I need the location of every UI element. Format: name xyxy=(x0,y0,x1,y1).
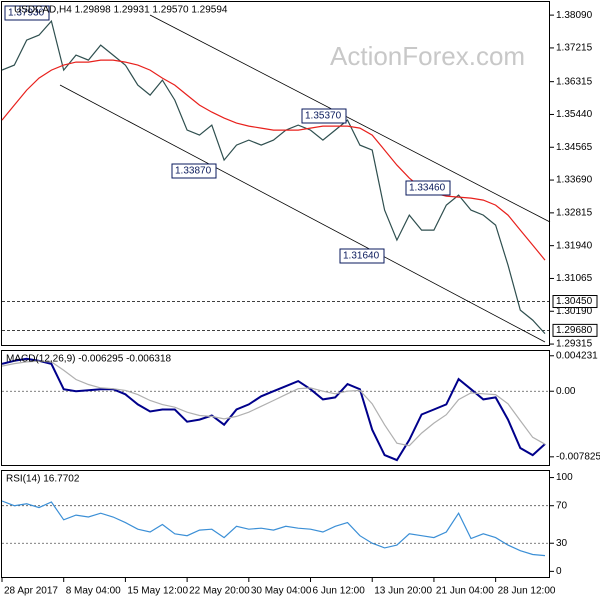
y-tick-label: 1.31940 xyxy=(556,240,593,251)
annotation: 1.37930 xyxy=(8,8,45,19)
y-tick-label: -0.007825 xyxy=(556,451,600,462)
x-tick-label: 28 Jun 12:00 xyxy=(498,586,556,597)
panel-title: RSI(14) 16.7702 xyxy=(6,474,80,485)
channel-upper xyxy=(149,14,551,223)
annotation-box xyxy=(4,5,50,21)
y-tick-label: 1.33690 xyxy=(556,175,593,186)
series-line xyxy=(1,19,546,335)
y-tick-label: 1.35440 xyxy=(556,109,593,120)
macd-panel xyxy=(1,350,550,466)
y-tick-label: 0.004231 xyxy=(556,350,598,361)
level-label: 1.30450 xyxy=(556,296,593,307)
y-tick-label: 70 xyxy=(556,500,568,511)
watermark: ActionForex.com xyxy=(330,41,525,71)
annotation-box xyxy=(405,180,451,196)
series-line xyxy=(1,500,546,557)
y-tick-label: 1.32815 xyxy=(556,208,593,219)
y-tick-label: 100 xyxy=(556,472,573,483)
annotation: 1.35370 xyxy=(305,111,342,122)
rsi-panel xyxy=(1,470,550,578)
y-tick-label: 0.00 xyxy=(556,386,576,397)
x-tick-label: 13 Jun 20:00 xyxy=(374,586,432,597)
y-tick-label: 0 xyxy=(556,566,562,577)
y-tick-label: 1.29315 xyxy=(556,339,593,350)
channel-lower xyxy=(59,84,546,343)
annotation-box xyxy=(301,108,347,124)
level-box xyxy=(552,295,598,309)
level-box xyxy=(552,323,598,337)
x-tick-label: 6 Jun 12:00 xyxy=(313,586,366,597)
y-tick-label: 1.38090 xyxy=(556,10,593,21)
y-tick-label: 1.37215 xyxy=(556,43,593,54)
annotation: 1.31640 xyxy=(343,251,380,262)
x-tick-label: 30 May 04:00 xyxy=(251,586,312,597)
x-tick-label: 15 May 12:00 xyxy=(127,586,188,597)
y-tick-label: 1.34565 xyxy=(556,142,593,153)
annotation-box xyxy=(171,163,217,179)
annotation: 1.33460 xyxy=(409,183,446,194)
annotation-box xyxy=(339,248,385,264)
y-tick-label: 1.30190 xyxy=(556,306,593,317)
x-tick-label: 8 May 04:00 xyxy=(66,586,121,597)
x-tick-label: 22 May 20:00 xyxy=(189,586,250,597)
series-line xyxy=(1,360,546,447)
level-label: 1.29680 xyxy=(556,325,593,336)
y-tick-label: 30 xyxy=(556,538,568,549)
x-tick-label: 21 Jun 04:00 xyxy=(436,586,494,597)
panel-title: USDCAD,H4 1.29898 1.29931 1.29570 1.2959… xyxy=(14,5,228,16)
x-tick-label: 28 Apr 2017 xyxy=(4,586,58,597)
series-line xyxy=(1,59,546,261)
annotation: 1.33870 xyxy=(175,166,212,177)
y-tick-label: 1.36315 xyxy=(556,76,593,87)
price-panel xyxy=(1,1,550,346)
panel-title: MACD(12,26,9) -0.006295 -0.006318 xyxy=(6,354,172,365)
series-line xyxy=(1,357,546,462)
y-tick-label: 1.31065 xyxy=(556,273,593,284)
